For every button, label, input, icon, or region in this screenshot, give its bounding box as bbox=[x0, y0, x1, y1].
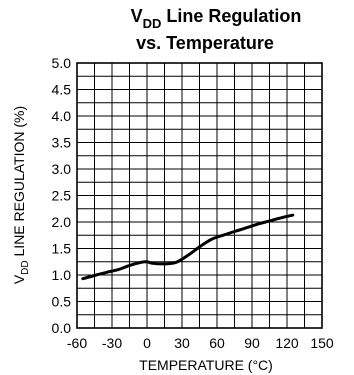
x-tick-label: 90 bbox=[244, 335, 260, 351]
x-tick-labels: -60 -30 0 30 60 90 120 150 bbox=[67, 335, 334, 351]
y-tick-label: 0.5 bbox=[52, 294, 72, 310]
y-tick-label: 2.5 bbox=[52, 188, 72, 204]
y-tick-label: 1.0 bbox=[52, 267, 72, 283]
y-tick-label: 3.5 bbox=[52, 135, 72, 151]
x-tick-label: 0 bbox=[143, 335, 151, 351]
x-axis-title: TEMPERATURE (°C) bbox=[139, 357, 273, 373]
y-tick-labels: 0.0 0.5 1.0 1.5 2.0 2.5 3.0 3.5 4.0 4.5 5.0 bbox=[52, 55, 72, 336]
x-tick-label: 150 bbox=[310, 335, 334, 351]
chart-title-line-1: VDD Line Regulation bbox=[131, 6, 302, 31]
y-tick-label: 4.5 bbox=[52, 82, 72, 98]
y-tick-label: 4.0 bbox=[52, 108, 72, 124]
x-tick-label: -30 bbox=[102, 335, 122, 351]
y-tick-label: 1.5 bbox=[52, 241, 72, 257]
y-axis-title: VDD LINE REGULATION (%) bbox=[11, 106, 31, 284]
y-tick-label: 5.0 bbox=[52, 55, 72, 71]
y-tick-label: 0.0 bbox=[52, 320, 72, 336]
x-tick-label: 120 bbox=[275, 335, 299, 351]
x-tick-label: 60 bbox=[209, 335, 225, 351]
plot-frame bbox=[76, 62, 323, 329]
grid-minor bbox=[76, 62, 323, 329]
series-line bbox=[81, 213, 295, 281]
y-tick-label: 2.0 bbox=[52, 214, 72, 230]
x-tick-label: 30 bbox=[174, 335, 190, 351]
x-tick-label: -60 bbox=[67, 335, 87, 351]
y-tick-label: 3.0 bbox=[52, 161, 72, 177]
chart-title-line-2: vs. Temperature bbox=[136, 33, 274, 53]
